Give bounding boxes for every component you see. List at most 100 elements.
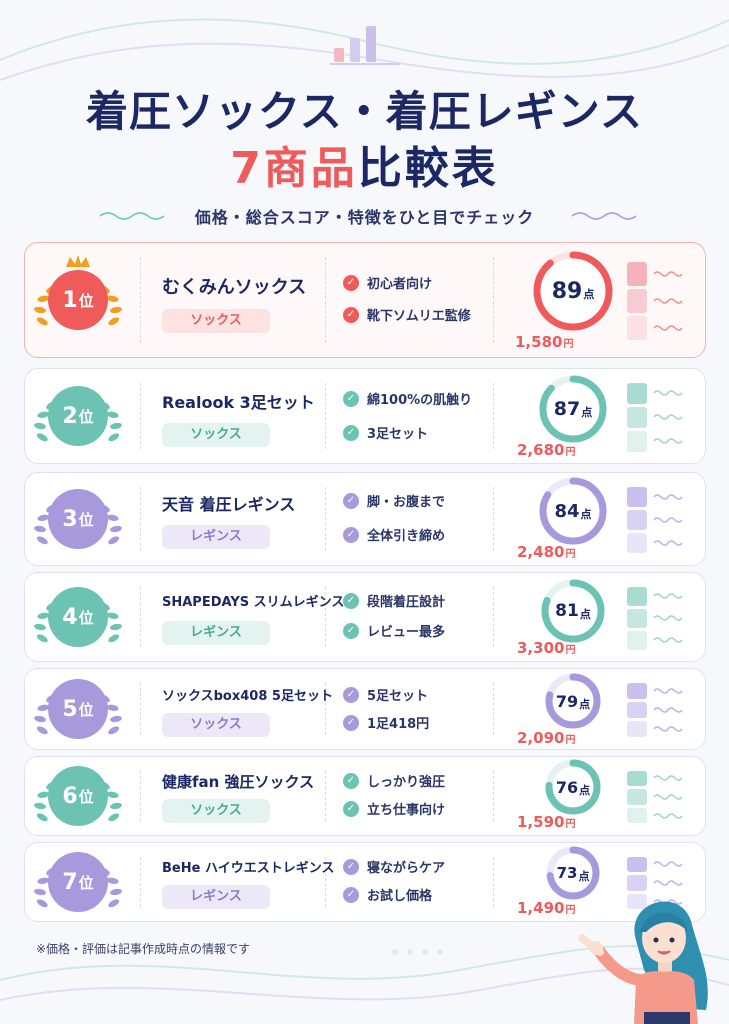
category-tag: ソックス xyxy=(162,713,270,737)
column-divider xyxy=(325,587,326,647)
decoration-block xyxy=(627,316,647,340)
ranking-card[interactable]: 5 位ソックスbox408 5足セット ソックス ✓ 5足セット ✓ 1足418円 79 点 2,… xyxy=(24,668,706,750)
column-divider xyxy=(493,487,494,551)
feature-item: ✓ 立ち仕事向け xyxy=(343,799,445,818)
ranking-card[interactable]: 3 位天音 着圧レギンス レギンス ✓ 脚・お腹まで ✓ 全体引き締め 84 点 2,480円 xyxy=(24,472,706,566)
wave-icon xyxy=(653,438,683,444)
price-value: 2,090 xyxy=(517,729,565,747)
page-title: 着圧ソックス・着圧レギンス xyxy=(86,87,643,136)
bar-chart-icon xyxy=(330,26,400,65)
column-divider xyxy=(140,587,141,647)
wave-icon xyxy=(653,325,683,331)
score-gauge xyxy=(539,375,607,443)
check-icon: ✓ xyxy=(343,274,359,291)
price: 2,680円 xyxy=(517,441,575,459)
wave-icon xyxy=(653,775,683,782)
feature-text: 初心者向け xyxy=(367,277,433,292)
column-divider xyxy=(140,683,141,735)
column-divider xyxy=(493,857,494,907)
price-unit: 円 xyxy=(563,339,574,350)
rank-digit: 4 xyxy=(62,604,78,630)
wave-decoration-left xyxy=(99,212,165,220)
column-divider xyxy=(493,771,494,821)
wave-icon xyxy=(653,540,683,547)
decoration-block xyxy=(627,289,647,313)
check-icon: ✓ xyxy=(343,772,359,789)
product-name: BeHe ハイウエストレギンス xyxy=(162,861,335,876)
feature-text: 寝ながらケア xyxy=(367,861,446,876)
category-tag: レギンス xyxy=(162,525,270,549)
column-divider xyxy=(493,257,494,343)
ranking-card[interactable]: 2 位 Realook 3足セット ソックス ✓ 綿100%の肌触り ✓ 3足セット 87 点 2,… xyxy=(24,368,706,464)
decoration-block xyxy=(627,262,647,286)
header: 着圧ソックス・着圧レギンス 7商品比較表 価格・総合スコア・特徴をひと目でチェッ… xyxy=(0,0,729,240)
score-gauge xyxy=(546,846,600,900)
score-unit: 点 xyxy=(578,870,590,883)
check-icon: ✓ xyxy=(343,390,359,407)
decoration-block xyxy=(627,701,647,719)
score-gauge xyxy=(541,579,605,643)
rank-suffix: 位 xyxy=(78,787,94,806)
check-icon: ✓ xyxy=(343,424,359,441)
feature-text: お試し価格 xyxy=(367,889,433,904)
score-ring: 73 点 xyxy=(545,845,601,901)
price: 1,580円 xyxy=(515,333,573,351)
price: 2,090円 xyxy=(517,729,575,747)
feature-text: レビュー最多 xyxy=(367,625,446,640)
feature-text: 立ち仕事向け xyxy=(367,803,446,818)
column-divider xyxy=(140,857,141,907)
feature-text: しっかり強圧 xyxy=(367,775,446,790)
price-unit: 円 xyxy=(565,447,576,458)
feature-item: ✓ 段階着圧設計 xyxy=(343,591,445,610)
score-arc xyxy=(545,759,601,815)
score-value: 79 点 xyxy=(544,672,602,730)
category-tag: ソックス xyxy=(162,309,270,333)
feature-text: 段階着圧設計 xyxy=(367,595,446,610)
rank-digit: 5 xyxy=(62,696,78,722)
check-icon: ✓ xyxy=(343,800,359,817)
wave-icon xyxy=(653,493,683,500)
score-ring: 89 点 xyxy=(532,250,614,332)
ranking-card[interactable]: 1 位むくみんソックス ソックス ✓ 初心者向け ✓ 靴下ソムリエ監修 89 点 1,580円 xyxy=(24,242,706,358)
column-divider xyxy=(140,487,141,551)
score-unit: 点 xyxy=(583,288,595,301)
check-icon: ✓ xyxy=(343,686,359,703)
ranking-card[interactable]: 7 位 BeHe ハイウエストレギンス レギンス ✓ 寝ながらケア ✓ お試し価格 73 点 1,4… xyxy=(24,842,706,922)
decoration-block xyxy=(627,630,647,650)
price-value: 1,590 xyxy=(517,813,565,831)
rank-suffix: 位 xyxy=(78,873,94,892)
score-gauge xyxy=(545,759,601,815)
column-divider xyxy=(493,683,494,735)
feature-item: ✓ レビュー最多 xyxy=(343,621,445,640)
score-value: 81 点 xyxy=(540,578,606,644)
wave-icon xyxy=(653,414,683,420)
ranking-card[interactable]: 4 位 SHAPEDAYS スリムレギンス3 レギンス ✓ 段階着圧設計 ✓ レビュー最多 81… xyxy=(24,572,706,662)
price-value: 2,680 xyxy=(517,441,565,459)
score-number: 79 xyxy=(555,691,579,711)
decoration-block xyxy=(627,721,647,738)
check-icon: ✓ xyxy=(343,592,359,609)
column-divider xyxy=(325,771,326,821)
feature-item: ✓ 全体引き締め xyxy=(343,525,445,544)
ranking-card[interactable]: 6 位健康fan 強圧ソックス ソックス ✓ しっかり強圧 ✓ 立ち仕事向け 76 点 1,590… xyxy=(24,756,706,836)
check-icon: ✓ xyxy=(343,526,359,543)
score-unit: 点 xyxy=(580,508,592,521)
price-value: 2,480 xyxy=(517,543,565,561)
wave-icon xyxy=(653,707,683,713)
rank-digit: 7 xyxy=(62,869,78,895)
feature-text: 脚・お腹まで xyxy=(367,495,446,510)
rank-digit: 1 xyxy=(62,287,78,313)
price: 3,300円 xyxy=(517,639,575,657)
price-unit: 円 xyxy=(565,905,576,916)
title-rest: 比較表 xyxy=(357,143,499,194)
rank-suffix: 位 xyxy=(78,700,94,719)
score-ring: 76 点 xyxy=(544,758,602,816)
score-number: 81 xyxy=(555,601,579,621)
price-unit: 円 xyxy=(565,645,576,656)
wave-icon xyxy=(653,726,683,733)
